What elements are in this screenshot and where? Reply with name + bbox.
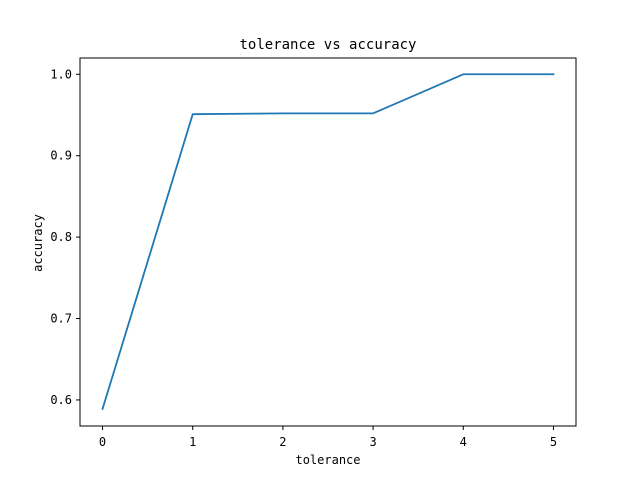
x-tick-label-3: 3	[369, 435, 376, 449]
y-axis-label: accuracy	[31, 214, 45, 272]
x-tick-label-5: 5	[550, 435, 557, 449]
axes-frame	[79, 57, 577, 427]
y-tick-label-2: 0.8	[50, 230, 72, 244]
chart-title: tolerance vs accuracy	[239, 37, 416, 53]
x-tick-label-2: 2	[279, 435, 286, 449]
x-tick-label-4: 4	[460, 435, 467, 449]
plot-area: 0 1 2 3 4 5 0.6 0.7 0.8 0.9 1.0	[50, 57, 577, 449]
series-line-0	[101, 73, 555, 411]
x-axis-label: tolerance	[295, 453, 360, 467]
y-tick-label-1: 0.7	[50, 312, 72, 326]
x-tick-label-0: 0	[99, 435, 106, 449]
y-tick-label-0: 0.6	[50, 393, 72, 407]
x-tick-label-1: 1	[189, 435, 196, 449]
y-tick-label-3: 0.9	[50, 149, 72, 163]
y-tick-label-4: 1.0	[50, 67, 72, 81]
